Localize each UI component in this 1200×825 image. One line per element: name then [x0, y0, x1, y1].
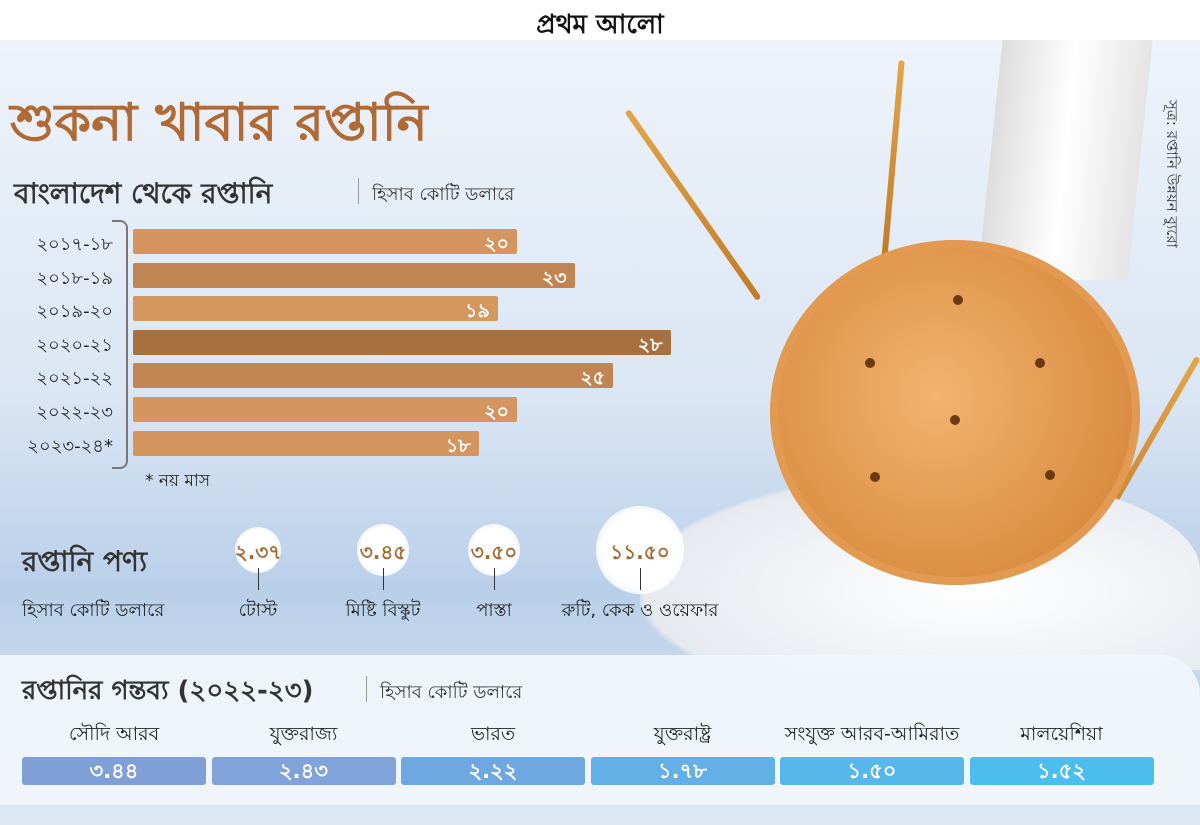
bar	[133, 229, 517, 254]
divider	[358, 178, 359, 204]
bar-value-label: ২৩	[541, 266, 567, 289]
bar	[133, 397, 517, 422]
product-label: রুটি, কেক ও ওয়েফার	[561, 600, 719, 621]
product-value: ১১.৫০	[610, 540, 670, 564]
country-label: ভারত	[470, 723, 516, 745]
chart-unit: হিসাব কোটি ডলারে	[372, 184, 515, 205]
bar	[133, 262, 575, 288]
product-label: টোস্ট	[238, 600, 278, 621]
country-value: ১.৫০	[780, 757, 964, 785]
country-value: ১.৫২	[969, 757, 1154, 785]
country-value: ৩.৪৪	[22, 757, 206, 785]
country-value: ২.৪৩	[211, 757, 396, 785]
biscuit-hole	[1035, 358, 1045, 368]
biscuit-hole	[865, 358, 875, 368]
product-label: পাস্তা	[476, 600, 512, 621]
value-bubble	[235, 527, 281, 573]
value-bubble	[357, 524, 409, 576]
y-tick-label: ২০১৯-২০	[36, 301, 113, 323]
y-tick-label: ২০২৩-২৪*	[27, 435, 113, 457]
country-value: ১.৭৮	[590, 757, 775, 785]
products-title: রপ্তানি পণ্য	[22, 545, 148, 578]
country-label: সংযুক্ত আরব-আমিরাত	[784, 723, 960, 745]
y-tick-label: ২০১৭-১৮	[36, 234, 113, 255]
biscuit-hole	[870, 472, 880, 482]
y-tick-label: ২০১৮-১৯	[36, 267, 113, 289]
logo: প্রথম আলো	[0, 4, 1200, 48]
bar-value-label: ১৮	[445, 434, 471, 457]
connector-line	[258, 568, 259, 590]
biscuit-hole	[953, 295, 963, 305]
product-value: ৩.৪৫	[359, 540, 407, 564]
product-value: ৩.৫০	[470, 540, 518, 564]
y-tick-label: ২০২২-২৩	[36, 402, 113, 423]
country-value: ২.২২	[401, 757, 585, 785]
bar	[133, 430, 479, 456]
products-unit: হিসাব কোটি ডলারে	[22, 600, 165, 621]
logo-text: প্রথম আলো	[536, 10, 664, 40]
destinations-title: রপ্তানির গন্তব্য (২০২২-২৩)	[22, 676, 314, 706]
connector-line	[494, 568, 495, 590]
destinations-unit: হিসাব কোটি ডলারে	[380, 682, 523, 703]
connector-line	[640, 568, 641, 590]
divider	[366, 676, 367, 702]
bar	[133, 363, 613, 389]
source-note: সূত্র: রপ্তানি উন্নয়ন ব্যুরো	[1163, 100, 1181, 248]
value-bubble	[468, 524, 520, 576]
bar	[133, 296, 498, 322]
bar-value-label: ২০	[484, 233, 509, 255]
biscuit-hole	[1045, 470, 1055, 480]
bar-value-label: ২৮	[637, 333, 663, 356]
country-label: যুক্তরাষ্ট্র	[653, 723, 712, 745]
main-title: শুকনা খাবার রপ্তানি	[10, 93, 428, 153]
y-tick-label: ২০২০-২১	[36, 334, 113, 356]
chart-note: * নয় মাস	[145, 471, 211, 491]
biscuit-hole	[950, 415, 960, 425]
product-value: ২.৩৭	[234, 540, 282, 564]
bar-value-label: ২০	[484, 401, 509, 423]
country-label: সৌদি আরব	[68, 723, 160, 745]
bar	[133, 329, 671, 355]
connector-line	[383, 568, 384, 590]
bar-value-label: ১৯	[465, 300, 490, 323]
country-label: মালয়েশিয়া	[1020, 723, 1103, 745]
chart-title: বাংলাদেশ থেকে রপ্তানি	[14, 177, 273, 210]
axis-bracket	[112, 220, 128, 469]
product-label: মিষ্টি বিস্কুট	[345, 600, 421, 621]
biscuit-image	[770, 240, 1140, 585]
milk-stream-image	[977, 40, 1153, 280]
country-label: যুক্তরাজ্য	[269, 723, 338, 745]
bar-value-label: ২৫	[580, 367, 605, 390]
y-tick-label: ২০২১-২২	[36, 368, 113, 390]
